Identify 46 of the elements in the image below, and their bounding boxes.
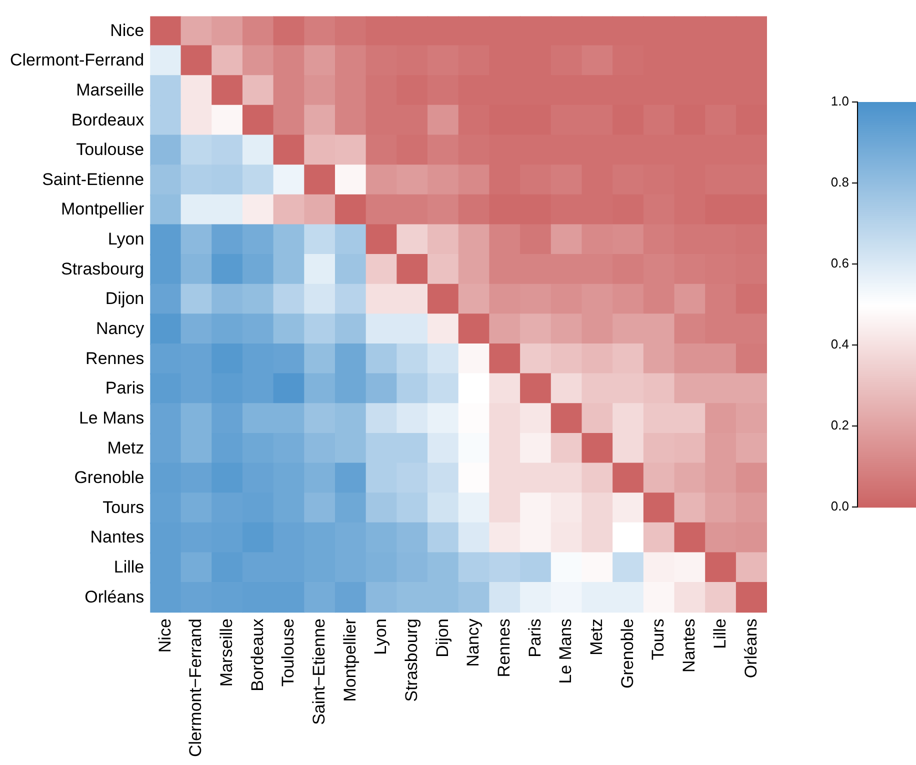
x-tick-label: Strasbourg: [402, 618, 421, 702]
color-bar-label: 0.0: [830, 498, 849, 514]
x-tick-label: Paris: [525, 618, 544, 658]
color-bar-label: 0.4: [830, 336, 849, 352]
x-tick-label: Nice: [155, 618, 174, 653]
color-bar-label: 1.0: [830, 94, 849, 109]
x-tick-label: Nancy: [464, 618, 483, 667]
y-tick-label: Lyon: [108, 230, 144, 249]
y-tick-label: Tours: [102, 498, 144, 517]
color-bar-label: 0.2: [830, 418, 849, 433]
x-tick-label: Grenoble: [618, 618, 637, 689]
y-tick-label: Nice: [110, 20, 144, 40]
y-tick-label: Le Mans: [78, 408, 144, 428]
x-tick-label: Le Mans: [556, 618, 576, 684]
x-tick-label: Montpellier: [340, 618, 360, 702]
y-tick-label: Nancy: [96, 318, 145, 338]
y-tick-label: Lille: [114, 558, 144, 577]
y-tick-label: Metz: [107, 438, 144, 458]
x-tick-label: Clermont−Ferrand: [186, 618, 206, 758]
x-tick-label: Toulouse: [278, 618, 298, 687]
x-tick-label: Marseille: [216, 618, 236, 687]
y-tick-label: Paris: [105, 378, 144, 398]
color-bar-label: 0.6: [830, 256, 849, 271]
y-tick-label: Bordeaux: [71, 110, 145, 130]
y-tick-label: Montpellier: [60, 200, 144, 219]
y-tick-label: Marseille: [76, 80, 144, 100]
y-tick-label: Rennes: [86, 348, 144, 368]
x-tick-label: Saint−Etienne: [309, 618, 328, 725]
y-tick-label: Orléans: [84, 587, 144, 606]
y-tick-label: Nantes: [90, 528, 144, 547]
color-bar-label: 0.8: [830, 174, 849, 190]
x-tick-label: Lyon: [371, 618, 390, 655]
x-tick-label: Dijon: [432, 618, 452, 658]
y-tick-label: Dijon: [105, 289, 144, 308]
x-tick-label: Orléans: [741, 618, 760, 678]
x-tick-label: Lille: [710, 618, 730, 649]
y-tick-label: Grenoble: [74, 468, 144, 488]
x-tick-label: Bordeaux: [248, 618, 267, 692]
y-tick-label: Strasbourg: [60, 259, 144, 278]
y-tick-label: Clermont-Ferrand: [10, 50, 144, 70]
y-tick-label: Saint-Etienne: [42, 170, 144, 189]
x-tick-label: Tours: [648, 618, 668, 660]
x-tick-label: Nantes: [680, 618, 699, 672]
y-tick-label: Toulouse: [76, 140, 144, 160]
x-tick-label: Rennes: [494, 618, 514, 678]
x-tick-label: Metz: [587, 618, 606, 656]
